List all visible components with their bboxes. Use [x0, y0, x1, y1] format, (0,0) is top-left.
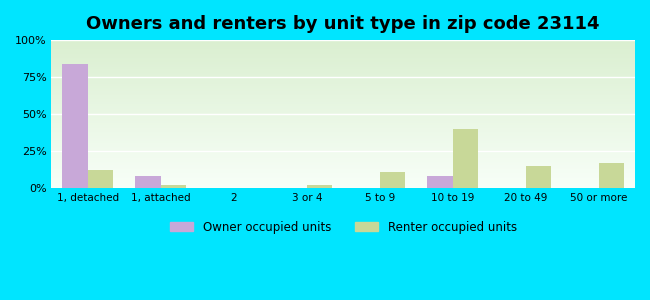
Title: Owners and renters by unit type in zip code 23114: Owners and renters by unit type in zip c…: [86, 15, 600, 33]
Bar: [135, 176, 161, 188]
Bar: [161, 185, 187, 188]
Bar: [380, 172, 405, 188]
Bar: [307, 185, 332, 188]
Bar: [427, 176, 452, 188]
Bar: [62, 64, 88, 188]
Bar: [88, 170, 114, 188]
Bar: [452, 129, 478, 188]
Bar: [526, 166, 551, 188]
Legend: Owner occupied units, Renter occupied units: Owner occupied units, Renter occupied un…: [165, 216, 521, 239]
Bar: [599, 163, 624, 188]
